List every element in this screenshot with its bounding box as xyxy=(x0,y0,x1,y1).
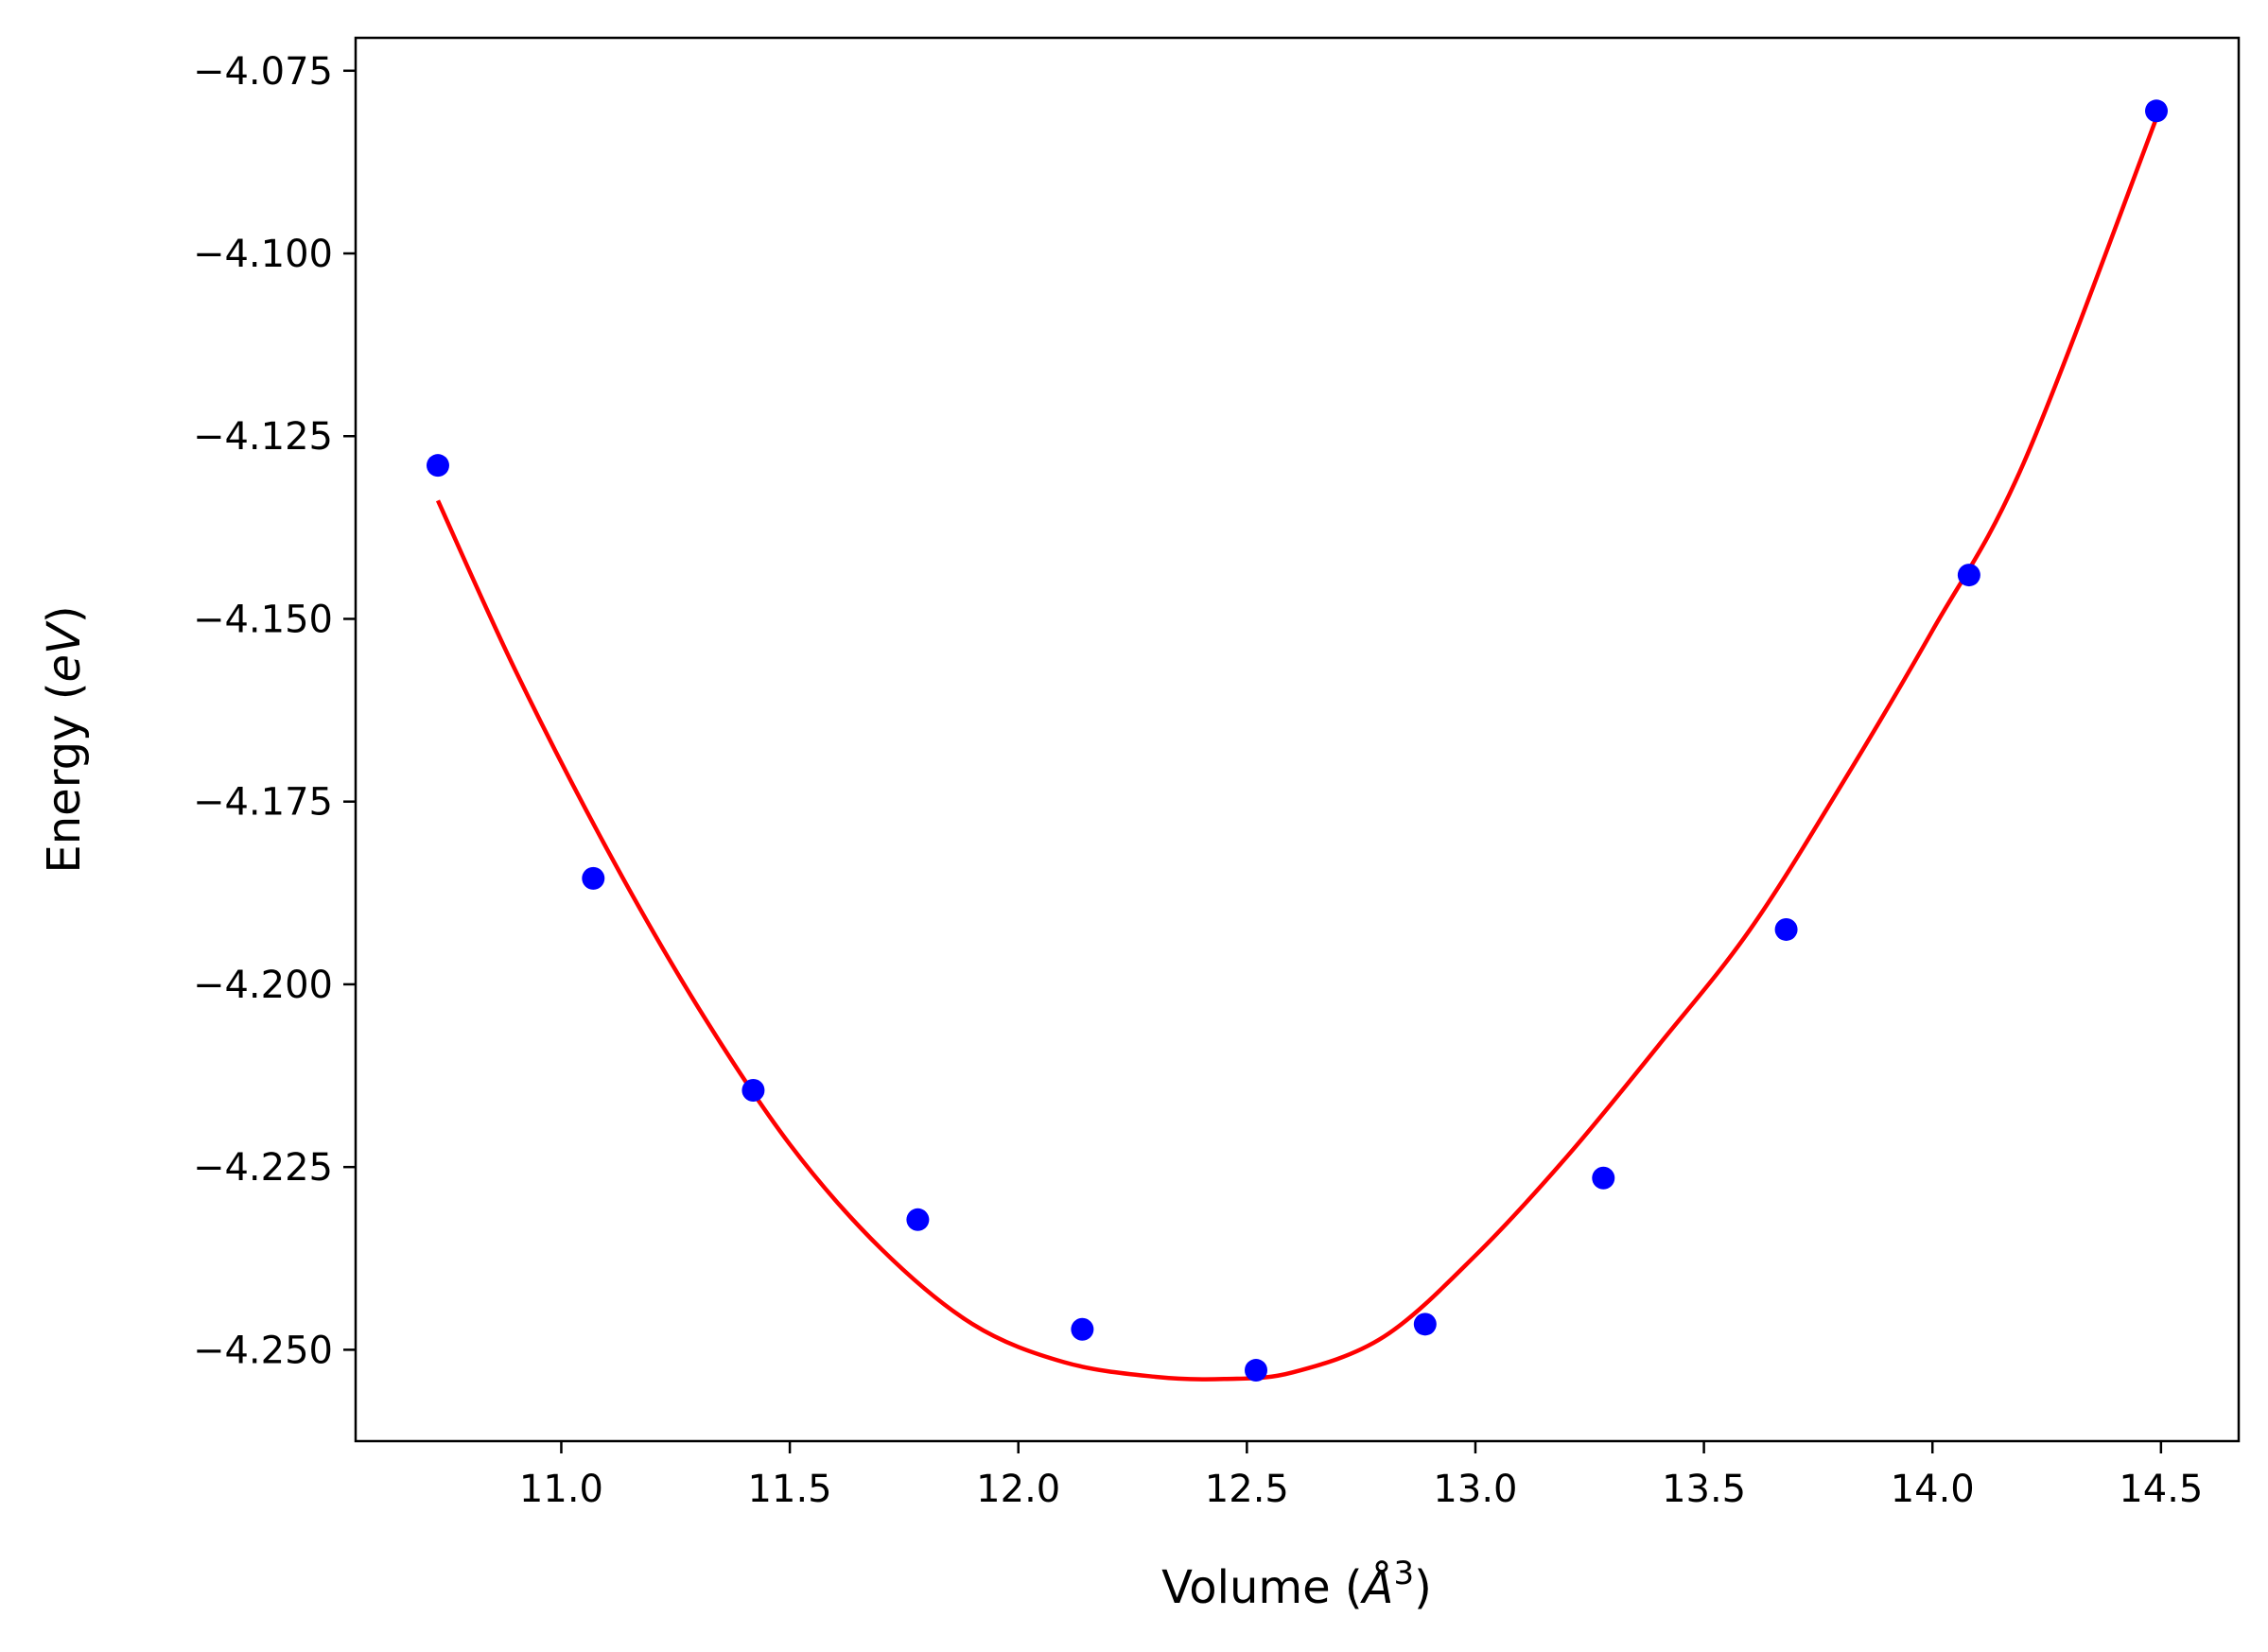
y-axis-label-unit: eV xyxy=(38,620,91,683)
data-point xyxy=(1592,1166,1615,1190)
y-tick-label: −4.125 xyxy=(193,415,333,459)
fit-curve xyxy=(435,117,2159,1382)
x-axis-label-exponent: 3 xyxy=(1393,1555,1414,1592)
y-tick-label: −4.100 xyxy=(193,233,333,276)
data-point xyxy=(741,1079,765,1102)
x-tick-label: 12.0 xyxy=(976,1468,1060,1511)
data-point xyxy=(1413,1313,1437,1336)
y-tick-label: −4.150 xyxy=(193,598,333,641)
data-point xyxy=(1774,917,1798,941)
data-point xyxy=(1245,1359,1268,1382)
data-point xyxy=(2145,99,2169,123)
x-tick-label: 11.0 xyxy=(519,1468,603,1511)
data-point xyxy=(426,454,449,478)
y-tick-label: −4.075 xyxy=(193,50,333,94)
data-point xyxy=(1071,1317,1094,1341)
x-axis-label-close: ) xyxy=(1414,1561,1432,1614)
fit-curve-layer xyxy=(435,117,2159,1382)
x-axis-label-text: Volume ( xyxy=(1161,1561,1363,1614)
plot-frame xyxy=(354,36,2241,1443)
x-tick-label: 11.5 xyxy=(748,1468,832,1511)
x-tick-label: 12.5 xyxy=(1205,1468,1289,1511)
x-tick-label: 14.0 xyxy=(1891,1468,1975,1511)
x-axis-label-unit: Å xyxy=(1360,1560,1394,1614)
x-tick-label: 13.5 xyxy=(1662,1468,1746,1511)
y-axis-label-text: Energy ( xyxy=(38,683,91,874)
data-point xyxy=(582,866,605,890)
y-tick-label: −4.175 xyxy=(193,781,333,825)
x-axis-label: Volume (Å3) xyxy=(1161,1555,1432,1614)
data-point xyxy=(906,1208,930,1231)
y-tick-label: −4.225 xyxy=(193,1146,333,1190)
x-axis-ticks: 11.0 11.5 12.0 12.5 13.0 13.5 14.0 14.5 xyxy=(519,1441,2203,1511)
y-axis-label: Energy (eV) xyxy=(38,605,91,873)
x-tick-label: 14.5 xyxy=(2119,1468,2203,1511)
y-tick-label: −4.200 xyxy=(193,964,333,1007)
y-axis-label-close: ) xyxy=(38,605,91,623)
y-axis-ticks: −4.075 −4.100 −4.125 −4.150 −4.175 −4.200 −4.2… xyxy=(193,50,356,1372)
y-tick-label: −4.250 xyxy=(193,1329,333,1372)
data-points-layer xyxy=(426,99,2169,1382)
x-tick-label: 13.0 xyxy=(1433,1468,1517,1511)
data-point xyxy=(1957,564,1980,587)
